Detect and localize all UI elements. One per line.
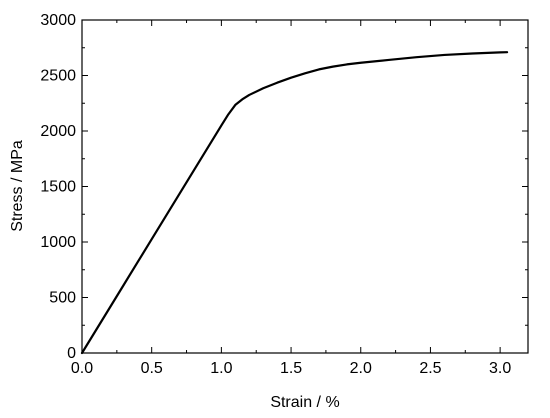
x-tick-label: 1.0 — [210, 360, 232, 377]
plot-frame — [81, 19, 529, 354]
x-tick-label: 2.0 — [350, 360, 372, 377]
y-tick-label: 500 — [49, 290, 76, 307]
stress-strain-curve — [80, 51, 509, 355]
y-tick-label: 1000 — [40, 234, 76, 251]
y-axis-ticks — [82, 19, 528, 354]
x-axis-ticks — [81, 20, 501, 353]
y-tick-label: 2000 — [40, 123, 76, 140]
x-tick-label: 0.0 — [71, 360, 93, 377]
x-tick-label: 0.5 — [141, 360, 163, 377]
x-axis-tick-labels: 0.0 0.5 1.0 1.5 2.0 2.5 3.0 — [71, 360, 511, 377]
y-axis-tick-labels: 0 500 1000 1500 2000 2500 3000 — [40, 12, 76, 362]
y-axis-title: Stress / MPa — [9, 140, 26, 232]
x-tick-label: 2.5 — [419, 360, 441, 377]
x-tick-label: 3.0 — [489, 360, 511, 377]
x-tick-label: 1.5 — [280, 360, 302, 377]
series-layer — [80, 51, 509, 355]
y-tick-label: 2500 — [40, 68, 76, 85]
y-tick-label: 3000 — [40, 12, 76, 29]
y-tick-label: 1500 — [40, 179, 76, 196]
y-tick-label: 0 — [67, 345, 76, 362]
x-axis-title: Strain / % — [270, 394, 339, 411]
